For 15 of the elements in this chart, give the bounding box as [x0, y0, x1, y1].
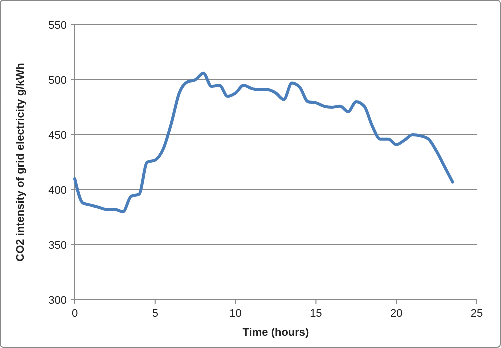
y-tick-label: 350 [48, 240, 67, 252]
x-tick-label: 5 [152, 308, 158, 320]
y-tick-label: 550 [48, 20, 67, 32]
x-axis-title: Time (hours) [242, 327, 310, 339]
x-tick-label: 15 [310, 308, 322, 320]
x-tick-label: 10 [230, 308, 242, 320]
y-tick-label: 300 [48, 294, 67, 307]
x-tick-label: 20 [390, 308, 403, 320]
y-tick-label: 450 [48, 130, 67, 142]
y-axis-title: CO2 intensity of grid electricity g/kWh [15, 62, 27, 262]
line-series [74, 72, 454, 214]
x-tick-label: 0 [72, 308, 78, 320]
y-tick-label: 400 [48, 184, 67, 197]
y-tick-label: 500 [48, 74, 67, 87]
x-tick-label: 25 [470, 308, 484, 320]
